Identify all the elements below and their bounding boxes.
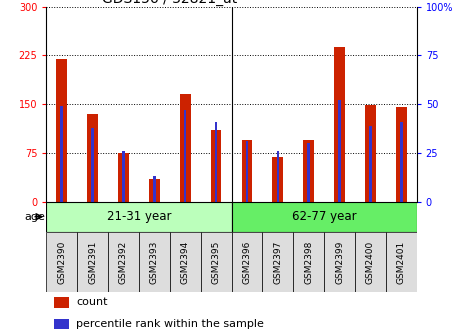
Bar	[396, 108, 407, 202]
Bar	[56, 59, 67, 202]
Text: 21-31 year: 21-31 year	[106, 210, 171, 223]
FancyBboxPatch shape	[355, 232, 386, 292]
Bar	[61, 106, 63, 202]
Bar	[246, 141, 248, 202]
Bar	[307, 143, 310, 202]
FancyBboxPatch shape	[232, 202, 417, 232]
Bar	[153, 176, 156, 202]
FancyBboxPatch shape	[324, 232, 355, 292]
Bar	[400, 122, 402, 202]
Text: GSM2395: GSM2395	[212, 241, 220, 284]
Bar	[215, 122, 217, 202]
Bar	[122, 151, 125, 202]
Bar	[276, 151, 279, 202]
Text: GSM2401: GSM2401	[397, 241, 406, 284]
Bar	[91, 128, 94, 202]
FancyBboxPatch shape	[293, 232, 324, 292]
Text: 62-77 year: 62-77 year	[292, 210, 357, 223]
Text: count: count	[76, 297, 107, 307]
Text: age: age	[25, 212, 46, 222]
Bar	[118, 153, 129, 202]
Bar	[303, 140, 314, 202]
FancyBboxPatch shape	[386, 232, 417, 292]
FancyBboxPatch shape	[200, 232, 232, 292]
Bar	[149, 179, 160, 202]
Text: GSM2399: GSM2399	[335, 241, 344, 284]
Bar	[54, 319, 69, 329]
Text: GSM2392: GSM2392	[119, 241, 128, 284]
Text: GSM2396: GSM2396	[243, 241, 251, 284]
Bar	[272, 158, 283, 202]
FancyBboxPatch shape	[263, 232, 293, 292]
FancyBboxPatch shape	[139, 232, 170, 292]
Bar	[334, 47, 345, 202]
Text: GSM2398: GSM2398	[304, 241, 313, 284]
Text: GSM2393: GSM2393	[150, 241, 159, 284]
Bar	[211, 130, 221, 202]
FancyBboxPatch shape	[108, 232, 139, 292]
Bar	[184, 110, 187, 202]
Text: GSM2391: GSM2391	[88, 241, 97, 284]
FancyBboxPatch shape	[170, 232, 200, 292]
FancyBboxPatch shape	[77, 232, 108, 292]
Text: GSM2394: GSM2394	[181, 241, 190, 284]
Text: GSM2400: GSM2400	[366, 241, 375, 284]
Text: percentile rank within the sample: percentile rank within the sample	[76, 319, 264, 329]
FancyBboxPatch shape	[46, 232, 77, 292]
FancyBboxPatch shape	[46, 202, 232, 232]
Bar	[242, 140, 252, 202]
Bar	[369, 126, 372, 202]
FancyBboxPatch shape	[232, 232, 263, 292]
Bar	[338, 100, 341, 202]
Bar	[365, 106, 376, 202]
Text: GSM2390: GSM2390	[57, 241, 66, 284]
Bar	[180, 94, 191, 202]
Text: GSM2397: GSM2397	[273, 241, 282, 284]
Bar	[54, 297, 69, 308]
Bar	[87, 114, 98, 202]
Text: GDS156 / 32821_at: GDS156 / 32821_at	[102, 0, 237, 6]
